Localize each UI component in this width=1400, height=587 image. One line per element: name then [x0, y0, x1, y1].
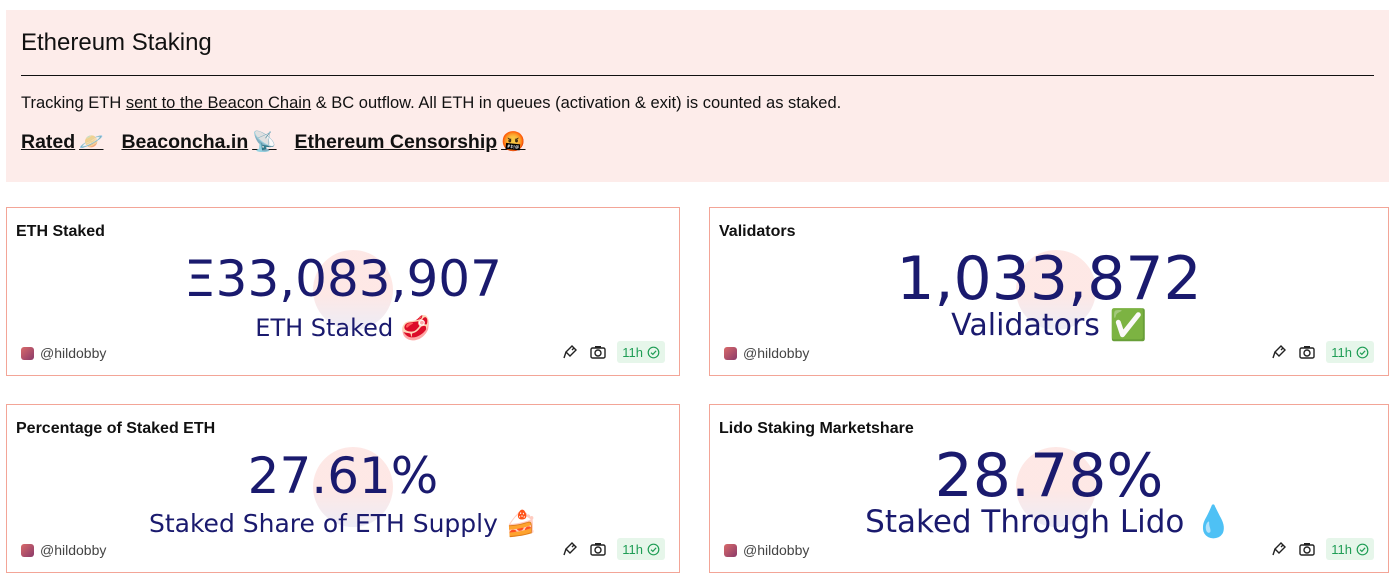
card-percentage-staked: Percentage of Staked ETH 27.61% Staked S…	[6, 404, 680, 573]
counter-subtitle: Staked Share of ETH Supply 🍰	[7, 509, 679, 539]
dashboard-header: Ethereum Staking Tracking ETH sent to th…	[6, 10, 1389, 182]
check-mark-icon: ✅	[1109, 308, 1147, 343]
camera-icon[interactable]	[1298, 343, 1316, 361]
subtitle-text: Staked Through Lido	[865, 504, 1185, 540]
camera-icon[interactable]	[589, 343, 607, 361]
author-info: @hildobby	[21, 542, 106, 558]
card-actions: 11h	[1270, 538, 1374, 560]
external-links: Rated 🪐 Beaconcha.in 📡 Ethereum Censorship…	[21, 130, 525, 154]
counter-value: 27.61%	[247, 447, 439, 505]
beacon-chain-link[interactable]: sent to the Beacon Chain	[125, 94, 312, 112]
link-rated[interactable]: Rated 🪐	[21, 130, 103, 154]
card-watermark	[1016, 447, 1096, 527]
link-beaconchain-label: Beaconcha.in	[121, 131, 249, 153]
counter-value: 1,033,872	[896, 244, 1202, 314]
age-label: 11h	[1331, 344, 1352, 360]
check-circle-icon	[647, 543, 660, 555]
freshness-badge[interactable]: 11h	[1326, 341, 1374, 363]
counter-value: Ξ33,083,907	[184, 250, 502, 308]
freshness-badge[interactable]: 11h	[1326, 538, 1374, 560]
card-title: Percentage of Staked ETH	[16, 420, 216, 437]
embed-icon[interactable]	[561, 343, 579, 361]
card-eth-staked: ETH Staked Ξ33,083,907 ETH Staked 🥩 @hil…	[6, 207, 680, 376]
embed-icon[interactable]	[1270, 343, 1288, 361]
card-actions: 11h	[561, 538, 665, 560]
camera-icon[interactable]	[1298, 540, 1316, 558]
cake-icon: 🍰	[505, 509, 537, 538]
author-info: @hildobby	[724, 542, 809, 558]
satellite-icon: 📡	[252, 131, 277, 153]
card-watermark	[313, 250, 393, 330]
planet-icon: 🪐	[79, 131, 104, 153]
embed-icon[interactable]	[1270, 540, 1288, 558]
card-title: Lido Staking Marketshare	[719, 420, 914, 437]
avatar	[724, 543, 737, 557]
subtitle-text: ETH Staked	[255, 314, 394, 342]
card-actions: 11h	[1270, 341, 1374, 363]
link-censorship-label: Ethereum Censorship	[294, 131, 498, 153]
avatar	[21, 346, 34, 360]
header-divider	[21, 75, 1374, 76]
freshness-badge[interactable]: 11h	[617, 341, 665, 363]
author-handle[interactable]: @hildobby	[40, 542, 107, 558]
author-handle[interactable]: @hildobby	[743, 542, 810, 558]
age-label: 11h	[1331, 541, 1352, 557]
desc-prefix: Tracking ETH	[21, 94, 126, 112]
page-title: Ethereum Staking	[21, 29, 212, 56]
card-watermark	[1016, 250, 1096, 330]
link-beaconchain[interactable]: Beaconcha.in 📡	[121, 130, 276, 154]
card-validators: Validators 1,033,872 Validators ✅ @hildo…	[709, 207, 1389, 376]
card-title: Validators	[719, 223, 796, 240]
check-circle-icon	[1356, 543, 1369, 555]
age-label: 11h	[622, 541, 643, 557]
check-circle-icon	[1356, 346, 1369, 358]
freshness-badge[interactable]: 11h	[617, 538, 665, 560]
link-censorship[interactable]: Ethereum Censorship 🤬	[295, 130, 526, 154]
steak-icon: 🥩	[400, 314, 431, 342]
counter-subtitle: Staked Through Lido 💧	[710, 503, 1388, 540]
card-title: ETH Staked	[16, 223, 105, 240]
card-lido-marketshare: Lido Staking Marketshare 28.78% Staked T…	[709, 404, 1389, 573]
desc-suffix: & BC outflow. All ETH in queues (activat…	[311, 94, 842, 112]
camera-icon[interactable]	[589, 540, 607, 558]
author-handle[interactable]: @hildobby	[40, 345, 107, 361]
subtitle-text: Validators	[951, 308, 1100, 343]
counter-value: 28.78%	[934, 441, 1164, 511]
counter-subtitle: Validators ✅	[710, 308, 1388, 343]
angry-face-icon: 🤬	[501, 131, 526, 153]
subtitle-text: Staked Share of ETH Supply	[148, 509, 498, 538]
card-actions: 11h	[561, 341, 665, 363]
embed-icon[interactable]	[561, 540, 579, 558]
counter-subtitle: ETH Staked 🥩	[7, 314, 679, 342]
droplet-icon: 💧	[1194, 504, 1233, 540]
link-rated-label: Rated	[21, 131, 76, 153]
author-handle[interactable]: @hildobby	[743, 345, 810, 361]
age-label: 11h	[622, 344, 643, 360]
card-watermark	[313, 447, 393, 527]
avatar	[724, 346, 737, 360]
check-circle-icon	[647, 346, 660, 358]
avatar	[21, 543, 34, 557]
author-info: @hildobby	[21, 345, 106, 361]
header-description: Tracking ETH sent to the Beacon Chain & …	[21, 94, 841, 113]
author-info: @hildobby	[724, 345, 809, 361]
